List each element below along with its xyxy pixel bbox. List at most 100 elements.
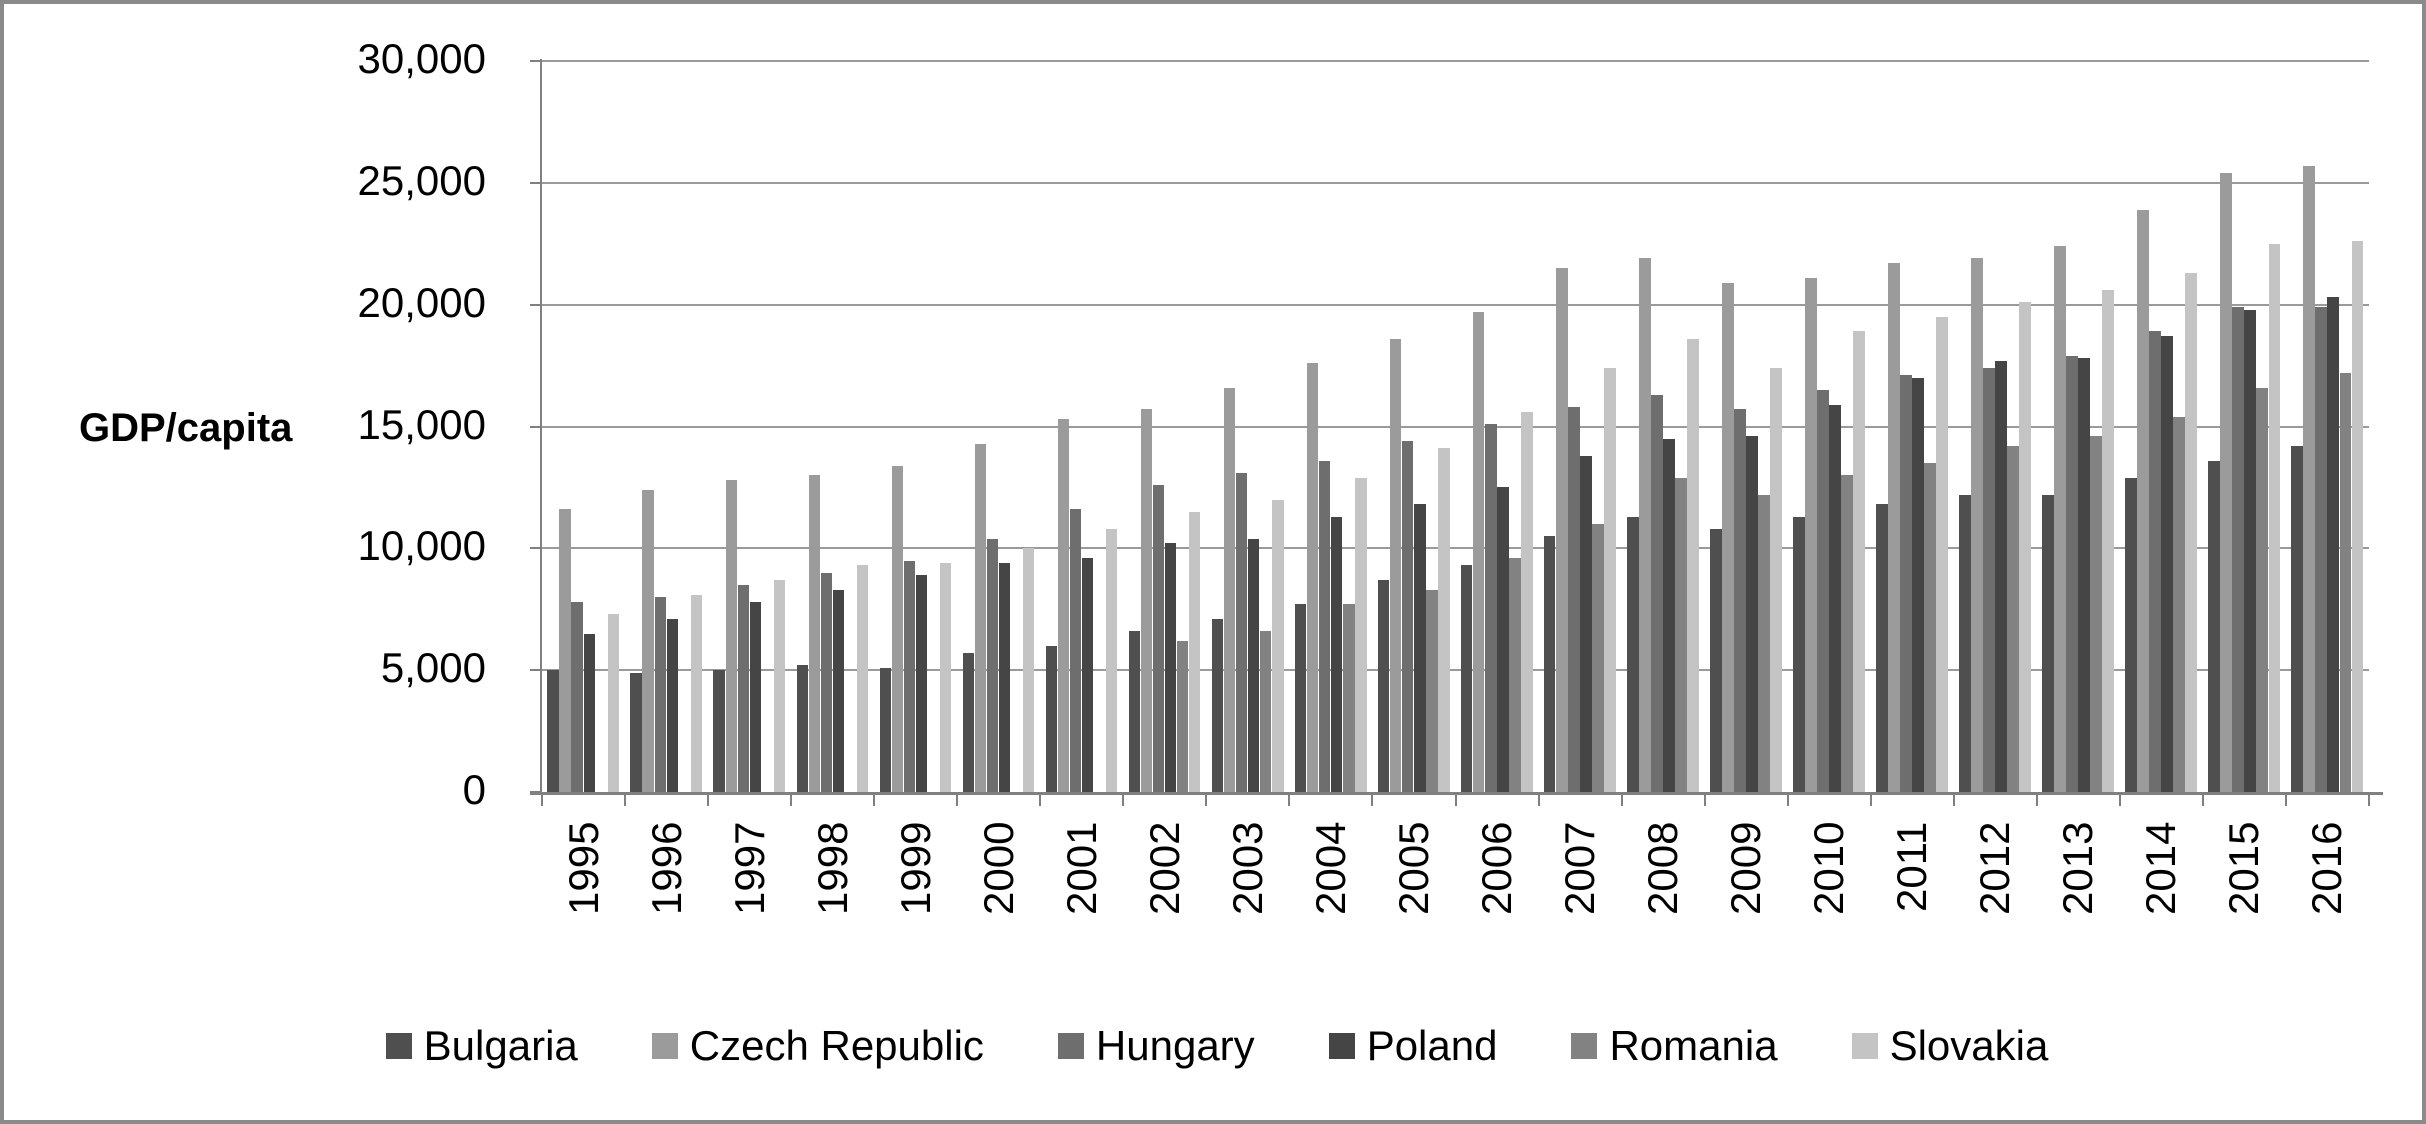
bar-hungary-2015 bbox=[2232, 307, 2244, 792]
bar-czech-republic-2014 bbox=[2137, 209, 2149, 792]
x-axis-tick bbox=[1122, 792, 1125, 806]
bar-slovakia-2001 bbox=[1105, 528, 1118, 792]
bar-czech-republic-1999 bbox=[891, 465, 904, 792]
x-tick-label-1999: 1999 bbox=[891, 822, 939, 916]
x-axis-tick bbox=[2284, 792, 2287, 806]
legend-swatch-icon bbox=[1851, 1033, 1878, 1059]
bar-slovakia-2015 bbox=[2268, 243, 2281, 792]
x-axis-tick bbox=[956, 792, 959, 806]
bar-poland-2010 bbox=[1829, 404, 1841, 792]
bar-czech-republic-2002 bbox=[1140, 409, 1153, 792]
bar-poland-2008 bbox=[1663, 438, 1675, 792]
bar-bulgaria-1997 bbox=[713, 670, 726, 792]
x-axis-tick bbox=[790, 792, 793, 806]
bar-hungary-2013 bbox=[2066, 355, 2078, 792]
bar-czech-republic-1998 bbox=[808, 475, 821, 792]
bar-poland-1998 bbox=[832, 589, 845, 792]
x-axis-tick bbox=[1620, 792, 1623, 806]
bar-slovakia-2004 bbox=[1355, 477, 1367, 792]
bar-bulgaria-2005 bbox=[1377, 580, 1390, 792]
legend-swatch-icon bbox=[385, 1033, 412, 1059]
x-axis-tick bbox=[1454, 792, 1457, 806]
bar-hungary-2003 bbox=[1235, 472, 1248, 792]
plot-area bbox=[542, 60, 2369, 792]
bar-hungary-2014 bbox=[2149, 331, 2161, 792]
bar-czech-republic-1995 bbox=[559, 509, 571, 792]
bar-czech-republic-2001 bbox=[1057, 419, 1070, 792]
gridline-30000 bbox=[542, 60, 2369, 62]
x-tick-label-1996: 1996 bbox=[642, 822, 690, 916]
bar-romania-2002 bbox=[1176, 640, 1189, 792]
bar-czech-republic-2011 bbox=[1888, 263, 1900, 792]
legend-item-poland: Poland bbox=[1328, 1022, 1497, 1070]
bar-hungary-2005 bbox=[1401, 441, 1414, 792]
y-tick-label-10000: 10,000 bbox=[357, 522, 486, 570]
bar-romania-2004 bbox=[1342, 604, 1355, 792]
bar-hungary-1996 bbox=[654, 597, 667, 792]
bar-bulgaria-2002 bbox=[1128, 631, 1141, 792]
bar-czech-republic-2013 bbox=[2054, 246, 2066, 792]
bar-bulgaria-2000 bbox=[962, 653, 975, 792]
bar-poland-1997 bbox=[749, 601, 762, 792]
bar-czech-republic-1997 bbox=[725, 480, 738, 792]
x-axis-tick bbox=[707, 792, 710, 806]
bar-hungary-2011 bbox=[1900, 375, 1912, 792]
y-tick-label-20000: 20,000 bbox=[357, 278, 486, 326]
bar-poland-2012 bbox=[1995, 360, 2007, 792]
legend-item-czech-republic: Czech Republic bbox=[651, 1022, 984, 1070]
bar-bulgaria-1999 bbox=[879, 667, 892, 792]
x-tick-label-2013: 2013 bbox=[2054, 822, 2102, 916]
x-axis-tick bbox=[1869, 792, 1872, 806]
x-tick-label-2003: 2003 bbox=[1223, 822, 1271, 916]
bar-bulgaria-2011 bbox=[1876, 504, 1888, 792]
bar-hungary-2004 bbox=[1318, 460, 1331, 792]
bar-czech-republic-1996 bbox=[642, 489, 655, 792]
x-tick-label-2002: 2002 bbox=[1140, 822, 1188, 916]
x-tick-label-2005: 2005 bbox=[1389, 822, 1437, 916]
bar-slovakia-2012 bbox=[2019, 302, 2031, 792]
bar-bulgaria-2013 bbox=[2042, 494, 2054, 792]
bar-czech-republic-2010 bbox=[1805, 277, 1817, 792]
gridline-5000 bbox=[542, 669, 2369, 672]
legend-swatch-icon bbox=[1328, 1033, 1355, 1059]
legend-item-slovakia: Slovakia bbox=[1851, 1022, 2048, 1070]
legend-item-hungary: Hungary bbox=[1057, 1022, 1255, 1070]
bar-romania-2012 bbox=[2007, 446, 2019, 792]
bar-hungary-2002 bbox=[1152, 484, 1165, 792]
x-tick-label-2014: 2014 bbox=[2137, 822, 2185, 916]
legend-swatch-icon bbox=[1057, 1033, 1084, 1059]
bar-slovakia-1997 bbox=[773, 580, 786, 792]
bar-romania-2015 bbox=[2256, 387, 2268, 792]
bar-slovakia-2003 bbox=[1271, 499, 1284, 792]
x-tick-label-2007: 2007 bbox=[1556, 822, 1604, 916]
bar-poland-2007 bbox=[1580, 455, 1592, 792]
gridline-15000 bbox=[542, 425, 2369, 428]
bar-poland-2006 bbox=[1497, 487, 1509, 792]
bar-bulgaria-2015 bbox=[2208, 460, 2220, 792]
bar-slovakia-2005 bbox=[1438, 448, 1450, 792]
bar-bulgaria-2004 bbox=[1294, 604, 1307, 792]
gridline-10000 bbox=[542, 547, 2369, 550]
bar-bulgaria-2008 bbox=[1626, 516, 1639, 792]
x-axis-tick bbox=[1205, 792, 1208, 806]
x-tick-label-2016: 2016 bbox=[2303, 822, 2351, 916]
y-axis-tick bbox=[530, 791, 542, 793]
legend-label: Hungary bbox=[1095, 1022, 1255, 1069]
legend-item-romania: Romania bbox=[1571, 1022, 1778, 1070]
x-axis-tick bbox=[2201, 792, 2204, 806]
bar-czech-republic-2000 bbox=[974, 443, 987, 792]
x-axis-tick bbox=[1537, 792, 1540, 806]
bar-bulgaria-2009 bbox=[1710, 528, 1722, 792]
x-axis-tick bbox=[2368, 792, 2370, 806]
bar-czech-republic-2006 bbox=[1472, 311, 1485, 792]
bar-hungary-1999 bbox=[903, 560, 916, 792]
bar-poland-2001 bbox=[1081, 558, 1094, 792]
y-tick-label-30000: 30,000 bbox=[357, 35, 486, 82]
x-axis-tick bbox=[541, 792, 543, 806]
y-axis-tick bbox=[530, 669, 542, 672]
bar-hungary-2007 bbox=[1568, 407, 1580, 792]
x-axis-tick bbox=[1952, 792, 1955, 806]
bar-czech-republic-2003 bbox=[1223, 387, 1236, 792]
x-axis-tick bbox=[1371, 792, 1374, 806]
